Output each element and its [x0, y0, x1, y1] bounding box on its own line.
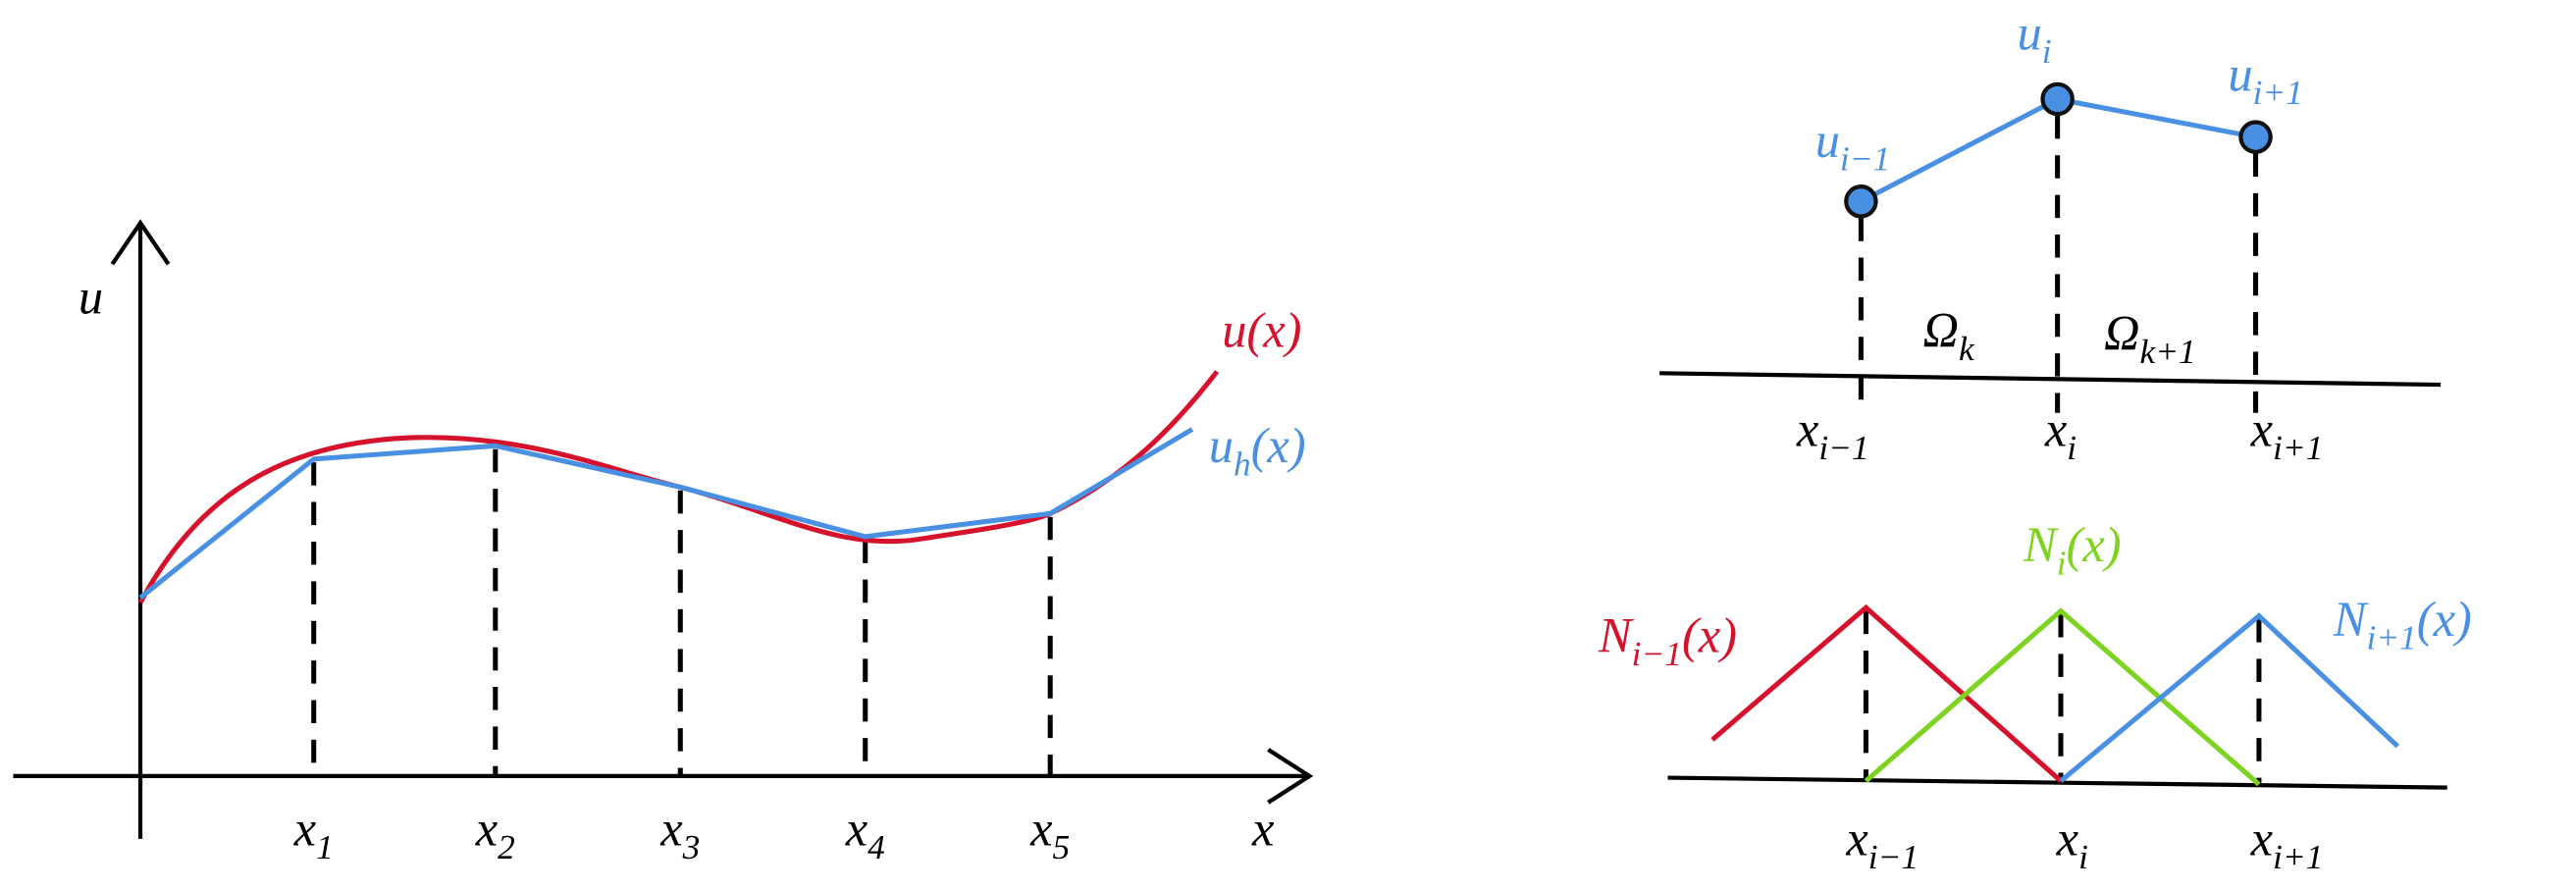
label-main: x: [2250, 401, 2274, 456]
label: uh(x): [1209, 418, 1306, 483]
label-main: x: [2044, 401, 2068, 456]
label-main: x: [293, 802, 317, 857]
label-main: x: [659, 802, 683, 857]
left-plot: [13, 219, 1314, 839]
label: xi−1: [1796, 401, 1869, 466]
label-main: N: [2023, 517, 2059, 572]
label-sub: 1: [316, 828, 334, 866]
label: Ni(x): [2023, 517, 2122, 582]
label-main: u: [1209, 418, 1234, 473]
approx-curve: [138, 427, 1194, 601]
label-sub: 4: [867, 828, 885, 866]
label-main: x: [475, 802, 499, 857]
label: Ni+1(x): [2333, 592, 2472, 656]
node-point: [1844, 184, 1878, 219]
shape-function: [1710, 603, 2063, 783]
shape-function-plot: [1667, 603, 2447, 790]
label-sub: i−1: [1632, 635, 1682, 673]
label-sub: 5: [1053, 828, 1071, 866]
label-sub: i+1: [2273, 838, 2323, 876]
label: Ni−1(x): [1598, 608, 1737, 673]
label-sub: k+1: [2140, 333, 2196, 371]
label-suffix: (x): [1246, 302, 1301, 357]
label-main: x: [2250, 811, 2274, 866]
shape-function: [2059, 612, 2399, 783]
label-sub: i−1: [1818, 429, 1868, 467]
label: x4: [845, 802, 885, 866]
label-main: x: [1029, 802, 1053, 857]
label-main: Ω: [2104, 306, 2140, 361]
x-arrow: [1267, 748, 1314, 805]
label: xi−1: [1845, 811, 1919, 876]
label-main: x: [2056, 811, 2079, 866]
label-main: Ω: [1922, 302, 1959, 357]
label-sub: 3: [682, 828, 701, 866]
label: xi: [2044, 401, 2077, 466]
label-main: N: [1598, 608, 1634, 663]
label-sub: 2: [498, 828, 515, 866]
label: xi: [2056, 811, 2088, 876]
label-sub: i+1: [2253, 74, 2303, 112]
label-main: u: [2228, 47, 2252, 102]
shape-baseline: [1667, 775, 2447, 790]
label: Ωk: [1922, 302, 1975, 367]
label: ui−1: [1815, 113, 1891, 178]
node-point: [2040, 81, 2075, 117]
label: u(x): [1222, 302, 1301, 357]
label-sub: i: [2067, 429, 2077, 467]
label-main: u: [2018, 5, 2042, 60]
label-suffix: (x): [1251, 418, 1306, 473]
label: x2: [475, 802, 515, 866]
label: xi+1: [2250, 401, 2324, 466]
label-main: x: [845, 802, 868, 857]
label-main: u: [1815, 113, 1840, 168]
label: Ωk+1: [2104, 306, 2196, 371]
label: ui+1: [2228, 47, 2303, 112]
label-sub: i−1: [1868, 838, 1919, 876]
y-arrow: [110, 219, 171, 266]
label-main: N: [2333, 592, 2369, 647]
label-main: u: [1222, 302, 1246, 357]
label-sub: k: [1959, 330, 1975, 368]
label-main: x: [1796, 401, 1819, 456]
label-suffix: (x): [2417, 592, 2472, 647]
label-main: x: [1845, 811, 1868, 866]
label-sub: i+1: [2366, 618, 2416, 656]
label-sub: i: [2078, 838, 2088, 876]
label-sub: i: [2042, 32, 2052, 71]
label-sub: h: [1234, 445, 1251, 484]
label: x5: [1029, 802, 1070, 866]
label-sub: i+1: [2273, 429, 2323, 467]
label-sub: i: [2057, 545, 2067, 583]
label: ui: [2018, 5, 2052, 70]
label: x3: [659, 802, 700, 866]
node-dashes: [311, 448, 1053, 776]
axis-label: u: [79, 270, 103, 325]
label: x1: [293, 802, 334, 866]
element-plot: [1659, 81, 2442, 413]
label-suffix: (x): [1682, 608, 1737, 663]
node-point: [2238, 120, 2273, 154]
axis-label: x: [1251, 802, 1275, 857]
element-baseline: [1659, 371, 2442, 388]
shape-function: [1864, 607, 2261, 787]
label-sub: i−1: [1840, 139, 1890, 178]
label: xi+1: [2250, 811, 2324, 876]
label-suffix: (x): [2067, 517, 2122, 572]
